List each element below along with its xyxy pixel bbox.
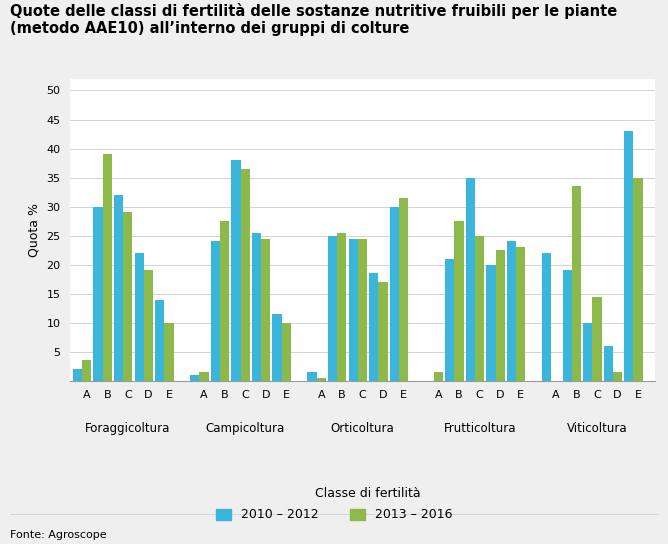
Bar — [273, 314, 282, 381]
Bar — [507, 242, 516, 381]
Bar — [613, 372, 622, 381]
Bar — [516, 248, 525, 381]
Bar — [123, 212, 132, 381]
Bar — [94, 207, 103, 381]
Text: Classe di fertilità: Classe di fertilità — [315, 487, 420, 500]
Bar — [358, 239, 367, 381]
Bar — [231, 160, 240, 381]
Bar — [210, 242, 220, 381]
Bar — [164, 323, 174, 381]
Bar — [103, 154, 112, 381]
Text: Orticoltura: Orticoltura — [331, 422, 394, 435]
Bar — [562, 270, 572, 381]
Text: Fonte: Agroscope: Fonte: Agroscope — [10, 530, 107, 540]
Text: Foraggicoltura: Foraggicoltura — [85, 422, 170, 435]
Bar — [466, 177, 475, 381]
Bar — [633, 177, 643, 381]
Bar — [572, 186, 581, 381]
Bar — [155, 300, 164, 381]
Bar — [282, 323, 291, 381]
Bar — [624, 131, 633, 381]
Text: Quote delle classi di fertilità delle sostanze nutritive fruibili per le piante
: Quote delle classi di fertilità delle so… — [10, 3, 617, 36]
Bar — [240, 169, 250, 381]
Bar — [349, 239, 358, 381]
Bar — [369, 274, 378, 381]
Bar — [389, 207, 399, 381]
Text: Frutticoltura: Frutticoltura — [444, 422, 516, 435]
Bar — [583, 323, 593, 381]
Bar — [378, 282, 387, 381]
Bar — [200, 372, 208, 381]
Bar — [73, 369, 82, 381]
Bar — [252, 233, 261, 381]
Bar — [328, 236, 337, 381]
Bar — [114, 195, 123, 381]
Bar — [307, 372, 317, 381]
Y-axis label: Quota %: Quota % — [28, 203, 41, 257]
Bar — [134, 253, 144, 381]
Bar — [593, 296, 602, 381]
Bar — [399, 198, 408, 381]
Bar — [144, 270, 153, 381]
Bar — [261, 239, 271, 381]
Bar — [486, 265, 496, 381]
Text: Campicoltura: Campicoltura — [206, 422, 285, 435]
Bar — [434, 372, 443, 381]
Bar — [317, 378, 326, 381]
Bar — [604, 346, 613, 381]
Bar — [82, 361, 92, 381]
Bar — [190, 375, 200, 381]
Bar — [337, 233, 347, 381]
Bar — [454, 221, 464, 381]
Bar — [542, 253, 551, 381]
Text: Viticoltura: Viticoltura — [566, 422, 627, 435]
Bar — [496, 250, 505, 381]
Legend: 2010 – 2012, 2013 – 2016: 2010 – 2012, 2013 – 2016 — [216, 509, 452, 522]
Bar — [475, 236, 484, 381]
Bar — [446, 259, 454, 381]
Bar — [220, 221, 229, 381]
